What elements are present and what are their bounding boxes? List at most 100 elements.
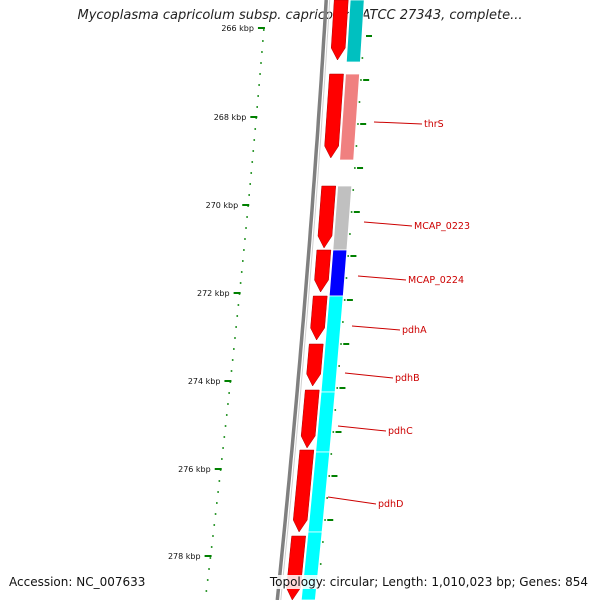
- gene-arrow: [306, 343, 324, 387]
- ruler-minor-tick: [249, 183, 252, 185]
- gene-label-pdhA: pdhA: [402, 325, 427, 336]
- ruler-minor-tick: [218, 480, 221, 482]
- gene-block: [345, 0, 365, 63]
- ruler-minor-tick: [248, 194, 250, 196]
- feature-dot: [350, 211, 353, 213]
- gene-block-thrS: [339, 73, 360, 161]
- ruler-tick-label: 274 kbp: [188, 377, 221, 386]
- feature-dot: [319, 563, 322, 565]
- feature-dot: [338, 365, 340, 367]
- ruler-minor-tick: [256, 106, 259, 108]
- genome-backbone: [275, 0, 331, 600]
- gene-label-pdhC: pdhC: [388, 426, 413, 437]
- ruler-minor-tick: [258, 84, 260, 86]
- backbone-highlight: [280, 0, 331, 600]
- gene-arrow: [330, 0, 349, 61]
- ruler-minor-tick: [262, 40, 264, 42]
- feature-dot: [355, 145, 358, 147]
- ruler-minor-tick: [254, 128, 257, 130]
- gene-arrow: [314, 249, 332, 293]
- gene-label-pdhD: pdhD: [378, 499, 403, 510]
- ruler-minor-tick: [233, 348, 235, 350]
- ruler-minor-tick: [228, 392, 230, 394]
- ruler-minor-tick: [246, 216, 248, 218]
- gene-label-thrS: thrS: [424, 119, 444, 130]
- ruler-minor-tick: [261, 51, 263, 53]
- gene-arrow: [292, 449, 315, 533]
- ruler-minor-tick: [230, 370, 233, 372]
- gene-arrow: [300, 389, 320, 449]
- ruler-minor-tick: [212, 535, 214, 537]
- ruler-minor-tick: [262, 29, 265, 31]
- kbp-ruler: 266 kbp 268 kbp 270 kbp 272 kbp 274 kbp 276 k…: [168, 24, 372, 592]
- ruler-tick-label: 278 kbp: [168, 552, 201, 561]
- feature-dot: [342, 321, 344, 323]
- feature-dot: [358, 101, 361, 103]
- ruler-minor-tick: [224, 425, 227, 427]
- gene-label-leader: [351, 325, 401, 331]
- ruler-minor-tick: [227, 403, 229, 405]
- ruler-minor-tick: [206, 579, 209, 581]
- feature-dot: [332, 431, 335, 433]
- feature-dot: [336, 387, 339, 389]
- ruler-tick-label: 266 kbp: [221, 24, 254, 33]
- gene-block-MCAP_0223: [332, 185, 353, 251]
- ruler-minor-tick: [213, 524, 216, 526]
- ruler-minor-tick: [244, 238, 246, 240]
- backbone-line: [275, 0, 328, 600]
- ruler-minor-tick: [208, 568, 210, 570]
- ruler-minor-tick: [221, 458, 223, 460]
- feature-dot: [334, 409, 337, 411]
- feature-dot: [347, 255, 350, 257]
- feature-dot: [330, 453, 333, 455]
- feature-dot: [357, 123, 359, 125]
- ruler-minor-tick: [234, 337, 236, 339]
- ruler-tick-label: 268 kbp: [214, 113, 247, 122]
- ruler-minor-tick: [205, 590, 208, 592]
- gene-label-leader: [357, 275, 407, 281]
- feature-dot: [360, 79, 362, 81]
- ruler-minor-tick: [253, 139, 256, 141]
- ruler-tick-label: 276 kbp: [178, 465, 211, 474]
- gene-label-leader: [373, 121, 423, 125]
- ruler-tick-label: 272 kbp: [197, 289, 230, 298]
- ruler-minor-tick: [250, 172, 253, 174]
- feature-dot: [349, 233, 351, 235]
- ruler-minor-tick: [231, 359, 234, 361]
- gene-block-MCAP_0224: [328, 249, 348, 297]
- feature-dot: [326, 497, 328, 499]
- feature-dot: [354, 167, 356, 169]
- feature-dot: [345, 277, 348, 279]
- feature-dot: [343, 299, 346, 301]
- ruler-minor-tick: [214, 513, 217, 515]
- gene-label-pdhB: pdhB: [395, 373, 420, 384]
- gene-labels: thrS MCAP_0223 MCAP_0224 pdhA pdhB pdhC pdhD: [327, 119, 470, 510]
- feature-dot: [322, 541, 324, 543]
- gene-label-MCAP_0224: MCAP_0224: [408, 275, 464, 286]
- ruler-minor-tick: [225, 414, 228, 416]
- gene-arrow: [317, 185, 337, 249]
- ruler-minor-tick: [239, 282, 242, 284]
- gene-label-MCAP_0223: MCAP_0223: [414, 221, 470, 232]
- gene-label-leader: [344, 372, 394, 379]
- accession-text: Accession: NC_007633: [9, 575, 146, 589]
- ruler-minor-tick: [210, 546, 213, 548]
- gene-label-leader: [337, 425, 387, 432]
- ruler-minor-tick: [245, 227, 247, 229]
- ruler-minor-tick: [259, 73, 261, 75]
- gene-label-leader: [327, 496, 377, 505]
- feature-dot: [340, 343, 342, 345]
- ruler-minor-tick: [236, 315, 239, 317]
- ruler-minor-tick: [209, 557, 212, 559]
- feature-dot: [361, 57, 364, 59]
- ruler-minor-tick: [216, 502, 218, 504]
- gene-arrow: [324, 73, 344, 159]
- ruler-minor-tick: [222, 447, 224, 449]
- ruler-minor-tick: [223, 436, 226, 438]
- ruler-minor-tick: [257, 95, 259, 97]
- ruler-minor-tick: [235, 326, 237, 328]
- genome-summary: Topology: circular; Length: 1,010,023 bp…: [267, 575, 590, 589]
- ruler-tick-label: 270 kbp: [206, 201, 239, 210]
- map-title: Mycoplasma capricolum subsp. capricolum …: [77, 8, 523, 23]
